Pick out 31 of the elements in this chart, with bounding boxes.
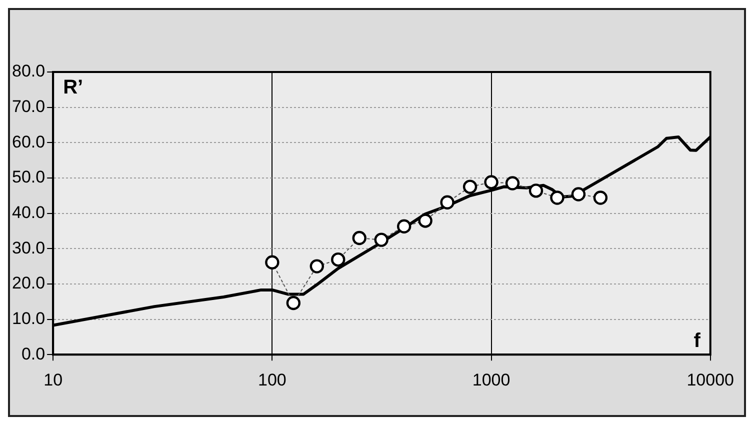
y-tick-label: 0.0 <box>21 344 46 364</box>
point <box>331 252 346 267</box>
y-tick-label: 70.0 <box>12 97 46 116</box>
point <box>505 176 520 190</box>
y-tick-label: 20.0 <box>12 274 46 293</box>
point <box>593 190 608 205</box>
x-tick-label: 1000 <box>472 370 510 390</box>
point <box>374 232 388 247</box>
point <box>550 190 564 205</box>
y-tick-label: 10.0 <box>12 308 46 328</box>
point <box>310 259 324 274</box>
point <box>571 187 586 202</box>
point <box>462 180 478 194</box>
x-tick-label: 10 <box>44 370 63 390</box>
point <box>286 296 301 310</box>
point <box>484 175 498 190</box>
y-tick-label: 80.0 <box>12 62 46 81</box>
point <box>528 184 544 198</box>
point <box>352 230 366 246</box>
y-tick-label: 30.0 <box>12 238 46 258</box>
point <box>265 255 280 270</box>
point <box>418 214 432 228</box>
x-tick-label: 10000 <box>686 370 734 390</box>
y-axis-title: R’ <box>63 76 84 99</box>
point <box>440 195 454 210</box>
x-tick-label: 100 <box>258 370 286 390</box>
y-tick-label: 60.0 <box>12 132 46 152</box>
x-axis-title: f <box>694 330 701 352</box>
point <box>396 219 412 234</box>
y-tick-label: 50.0 <box>12 168 46 187</box>
y-tick-label: 40.0 <box>12 202 46 222</box>
